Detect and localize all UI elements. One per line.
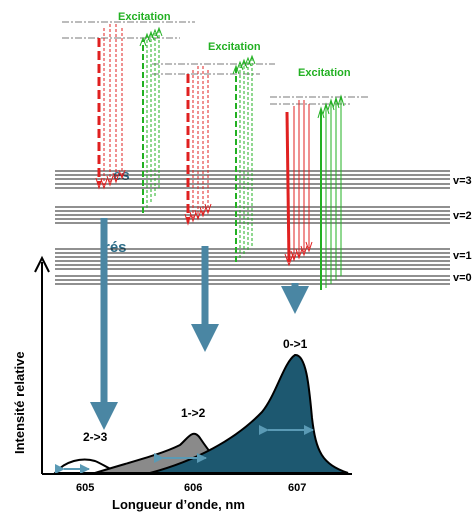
x-tick-606: 606 [184, 482, 202, 494]
transition-label-1-2: 1->2 [181, 406, 206, 420]
transitions-group-1 [95, 24, 163, 213]
level-label-v0: v=0 [453, 272, 472, 284]
left-fragment-bottom: rés [104, 239, 127, 256]
x-tick-605: 605 [76, 482, 94, 494]
virtual-levels [62, 21, 370, 105]
excitation-label-1: Excitation [118, 11, 171, 23]
transitions-group-2 [184, 54, 256, 262]
excitation-label-2: Excitation [208, 41, 261, 53]
level-label-v2: v=2 [453, 210, 472, 222]
level-label-v1: v=1 [453, 250, 472, 262]
transition-label-0-1: 0->1 [283, 337, 308, 351]
level-label-v3: v=3 [453, 175, 472, 187]
level-lines [55, 170, 450, 285]
axes [34, 255, 352, 475]
spectrum [52, 354, 349, 474]
emission-arrows [90, 218, 309, 430]
peak-0-1 [149, 354, 349, 474]
y-axis-label: Intensité relative [12, 351, 27, 454]
transition-label-2-3: 2->3 [83, 430, 108, 444]
transitions-group-3 [284, 94, 345, 290]
x-tick-607: 607 [288, 482, 306, 494]
x-axis-label: Longueur d’onde, nm [112, 497, 245, 512]
excitation-label-3: Excitation [298, 67, 351, 79]
